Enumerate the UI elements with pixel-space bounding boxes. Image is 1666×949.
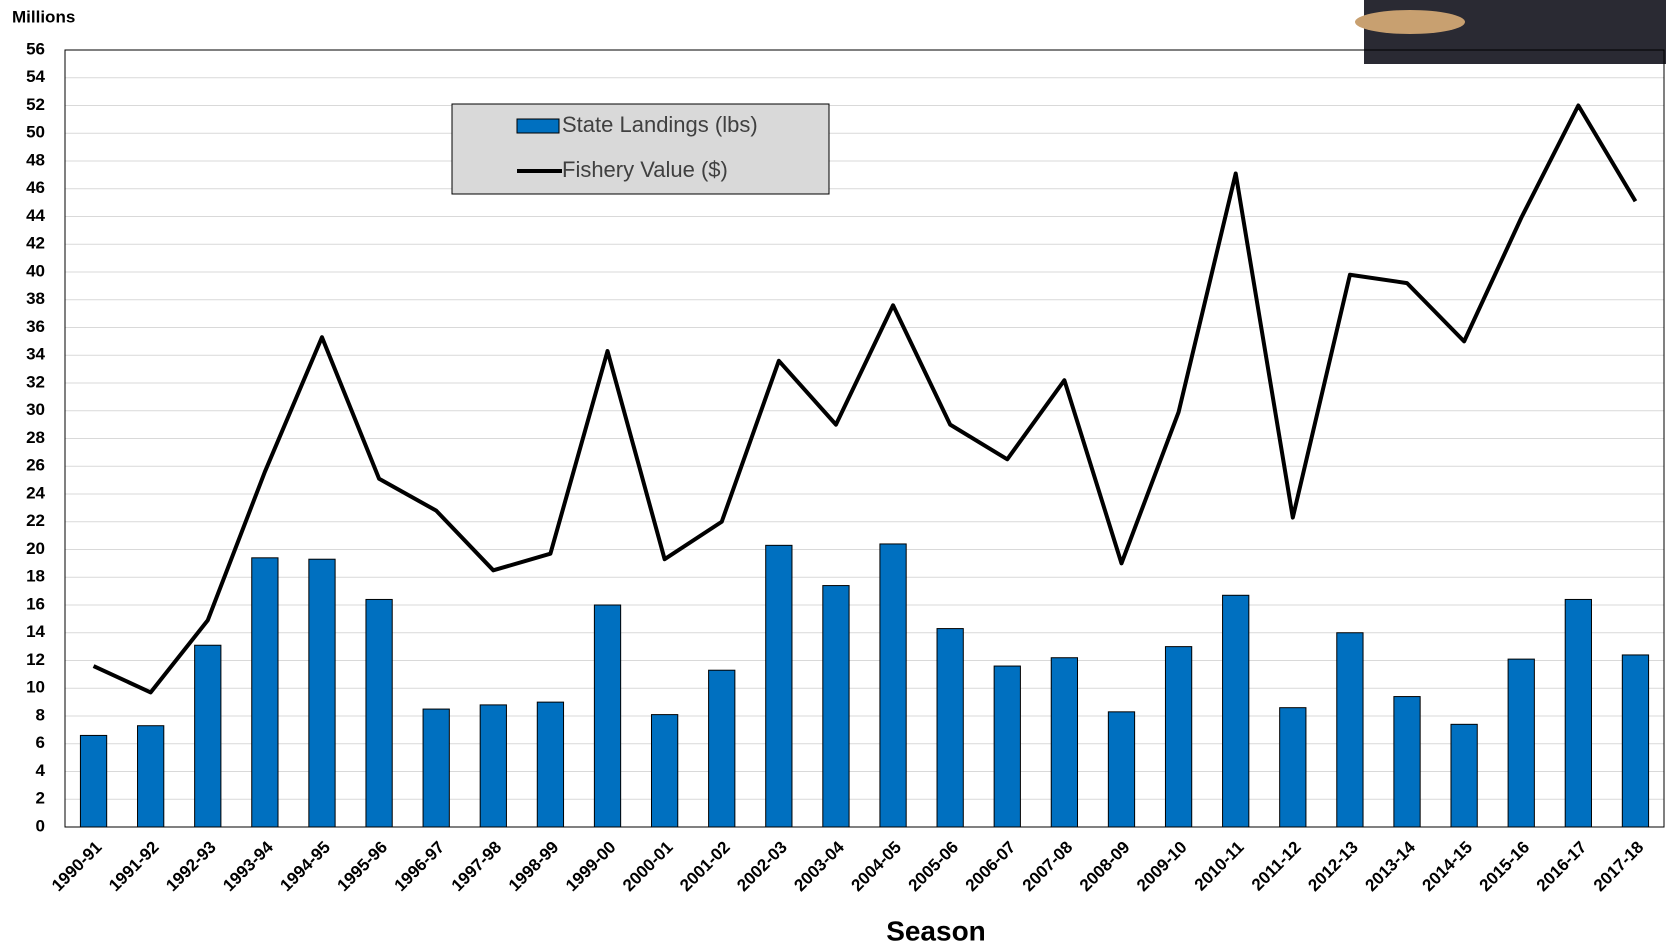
y-tick-label: 2	[36, 789, 45, 808]
bar	[1050, 657, 1079, 828]
y-tick-label: 32	[26, 372, 45, 391]
x-tick-label: 1993-94	[219, 837, 277, 895]
y-tick-label: 24	[26, 483, 45, 502]
bar	[1450, 723, 1478, 828]
x-tick-label: 2002-03	[733, 838, 791, 896]
y-tick-label: 28	[26, 428, 45, 447]
y-tick-label: 36	[26, 317, 45, 336]
x-tick-label: 2006-07	[962, 838, 1020, 896]
x-tick-label: 2008-09	[1076, 838, 1134, 896]
y-tick-label: 16	[26, 594, 45, 613]
y-tick-label: 20	[26, 539, 45, 558]
y-tick-label: 44	[26, 206, 45, 225]
bar	[1336, 632, 1364, 828]
y-tick-label: 10	[26, 678, 45, 697]
bar	[765, 544, 793, 828]
y-tick-label: 46	[26, 178, 45, 197]
x-tick-label: 2017-18	[1590, 838, 1648, 896]
bar	[822, 585, 850, 828]
bar	[137, 725, 165, 828]
x-tick-label: 2013-14	[1361, 837, 1419, 895]
x-tick-label: 1997-98	[448, 838, 506, 896]
bar	[650, 714, 679, 828]
x-tick-label: 1996-97	[391, 838, 449, 896]
y-tick-label: 30	[26, 400, 45, 419]
y-tick-label: 22	[26, 511, 45, 530]
x-tick-label: 2004-05	[848, 838, 906, 896]
x-tick-label: 2001-02	[676, 838, 734, 896]
bar	[479, 704, 507, 828]
y-tick-label: 42	[26, 234, 45, 253]
x-tick-label: 2003-04	[790, 837, 848, 895]
bar	[308, 558, 336, 828]
crab-photo-detail	[1355, 10, 1465, 34]
bar	[1507, 658, 1535, 828]
bar	[251, 557, 279, 828]
x-tick-label: 2005-06	[905, 838, 963, 896]
bar	[708, 669, 736, 828]
y-tick-label: 4	[36, 761, 46, 780]
bar	[1393, 696, 1421, 828]
x-tick-label: 2016-17	[1533, 838, 1591, 896]
bar	[1279, 707, 1307, 828]
x-tick-label: 1998-99	[505, 838, 563, 896]
y-tick-label: 26	[26, 456, 45, 475]
y-tick-label: 40	[26, 261, 45, 280]
x-tick-label: 2000-01	[619, 838, 677, 896]
bar	[879, 543, 907, 828]
x-tick-label: 2009-10	[1133, 838, 1191, 896]
y-tick-label: 14	[26, 622, 45, 641]
legend-label: Fishery Value ($)	[562, 157, 728, 182]
x-tick-label: 2014-15	[1419, 838, 1477, 896]
x-tick-label: 2012-13	[1304, 838, 1362, 896]
y-tick-label: 52	[26, 95, 45, 114]
y-axis-label: Millions	[12, 7, 75, 26]
x-tick-label: 1990-91	[48, 838, 106, 896]
bar	[1164, 646, 1193, 828]
x-tick-label: 2011-12	[1248, 838, 1305, 895]
bar	[936, 628, 964, 828]
legend-label: State Landings (lbs)	[562, 112, 758, 137]
x-tick-label: 1991-92	[105, 838, 163, 896]
x-tick-label: 1992-93	[162, 838, 220, 896]
bar	[1107, 711, 1136, 828]
x-tick-label: 2010-11	[1191, 838, 1248, 895]
legend-swatch	[516, 118, 560, 134]
bar	[993, 665, 1021, 828]
y-tick-label: 38	[26, 289, 45, 308]
y-tick-label: 48	[26, 150, 45, 169]
y-tick-label: 56	[26, 39, 45, 58]
bar	[536, 701, 565, 828]
bar	[593, 604, 622, 828]
bar	[1222, 594, 1250, 828]
y-tick-label: 54	[26, 67, 45, 86]
y-tick-label: 0	[36, 816, 45, 835]
bar	[1564, 598, 1592, 828]
bar	[194, 644, 222, 828]
bar	[79, 734, 108, 828]
y-tick-label: 18	[26, 567, 45, 586]
x-tick-label: 2007-08	[1019, 838, 1077, 896]
y-tick-label: 50	[26, 123, 45, 142]
x-tick-label: 1995-96	[334, 838, 392, 896]
plot-frame	[64, 49, 1665, 828]
legend-box	[451, 103, 830, 195]
y-tick-label: 12	[26, 650, 45, 669]
line	[92, 103, 1638, 695]
x-tick-label: 2015-16	[1476, 838, 1534, 896]
x-tick-label: 1994-95	[276, 838, 334, 896]
bar	[365, 598, 393, 828]
bar	[422, 708, 450, 828]
y-tick-label: 8	[36, 705, 45, 724]
y-tick-label: 34	[26, 345, 45, 364]
y-tick-label: 6	[36, 733, 45, 752]
x-tick-label: 1999-00	[562, 838, 620, 896]
bar	[1621, 654, 1650, 828]
x-axis-label: Season	[886, 915, 986, 946]
